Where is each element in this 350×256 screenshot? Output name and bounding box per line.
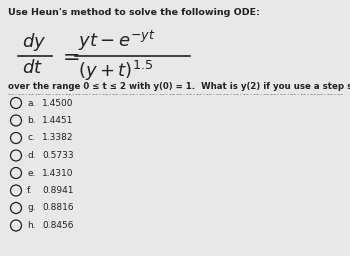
- Text: a.: a.: [27, 99, 35, 108]
- Text: 0.8941: 0.8941: [42, 186, 74, 195]
- Text: $(y+t)^{1.5}$: $(y+t)^{1.5}$: [78, 59, 153, 83]
- Text: $dy$: $dy$: [22, 31, 46, 53]
- Text: $=$: $=$: [58, 47, 79, 66]
- Text: over the range 0 ≤ t ≤ 2 with y(0) = 1.  What is y(2) if you use a step size of : over the range 0 ≤ t ≤ 2 with y(0) = 1. …: [8, 82, 350, 91]
- Text: h.: h.: [27, 221, 36, 230]
- Text: 1.3382: 1.3382: [42, 133, 74, 143]
- Text: 1.4500: 1.4500: [42, 99, 74, 108]
- Text: 0.8456: 0.8456: [42, 221, 74, 230]
- Text: 1.4310: 1.4310: [42, 168, 74, 177]
- Text: g.: g.: [27, 204, 36, 212]
- Text: 1.4451: 1.4451: [42, 116, 74, 125]
- Text: 0.8816: 0.8816: [42, 204, 74, 212]
- Text: $dt$: $dt$: [22, 59, 43, 77]
- Text: c.: c.: [27, 133, 35, 143]
- Text: e.: e.: [27, 168, 35, 177]
- Text: $yt-e^{-yt}$: $yt-e^{-yt}$: [78, 29, 155, 53]
- Text: b.: b.: [27, 116, 36, 125]
- Text: Use Heun's method to solve the following ODE:: Use Heun's method to solve the following…: [8, 8, 260, 17]
- Text: d.: d.: [27, 151, 36, 160]
- Text: 0.5733: 0.5733: [42, 151, 74, 160]
- Text: f.: f.: [27, 186, 33, 195]
